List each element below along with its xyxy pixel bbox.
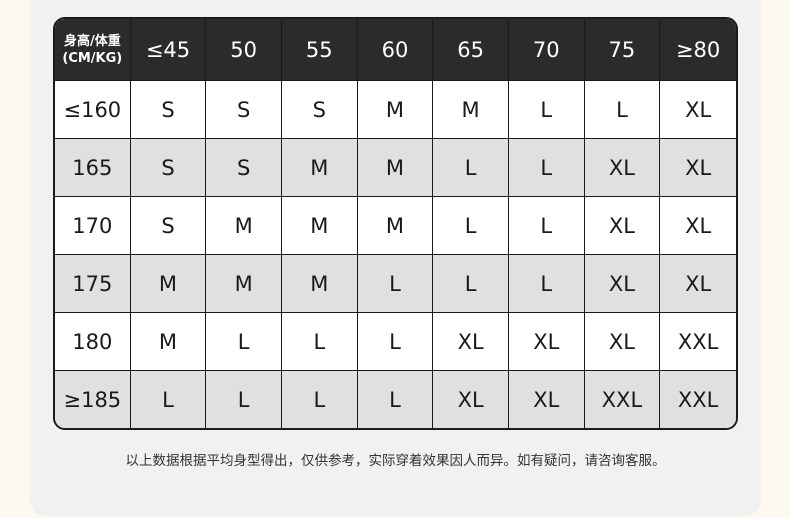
size-cell: M (357, 139, 434, 197)
size-cell: XL (433, 313, 509, 371)
height-cell: 175 (55, 255, 131, 313)
size-cell: XL (584, 139, 661, 197)
size-cell: S (206, 139, 282, 197)
weight-header: 60 (357, 19, 434, 81)
size-cell: L (206, 371, 282, 428)
table-body: ≤160 S S S M M L L XL 165 S S M M L L XL XL 170 S M M M L L XL XL 1… (55, 81, 736, 428)
header-row: 身高/体重 (CM/KG) ≤45 50 55 60 65 70 75 ≥80 (55, 19, 736, 81)
weight-header: ≥80 (660, 19, 736, 81)
size-cell: XL (660, 81, 736, 139)
size-cell: M (130, 313, 207, 371)
size-cell: S (281, 81, 358, 139)
size-cell: L (584, 81, 661, 139)
size-cell: XL (508, 371, 585, 428)
size-cell: L (508, 81, 585, 139)
height-cell: 180 (55, 313, 131, 371)
size-cell: M (281, 139, 358, 197)
size-cell: XL (433, 371, 509, 428)
size-cell: M (281, 197, 358, 255)
height-cell: ≥185 (55, 371, 131, 428)
size-cell: L (130, 371, 207, 428)
size-cell: XL (660, 139, 736, 197)
size-chart-table: 身高/体重 (CM/KG) ≤45 50 55 60 65 70 75 ≥80 ≤160 S S S M… (53, 17, 738, 430)
size-cell: M (433, 81, 509, 139)
size-cell: S (130, 139, 207, 197)
corner-label-line1: 身高/体重 (63, 33, 121, 49)
height-cell: 170 (55, 197, 131, 255)
size-cell: L (281, 371, 358, 428)
size-cell: XL (508, 313, 585, 371)
size-cell: XXL (660, 313, 736, 371)
height-cell: ≤160 (55, 81, 131, 139)
size-cell: M (130, 255, 207, 313)
size-cell: L (357, 255, 434, 313)
size-cell: XXL (584, 371, 661, 428)
weight-header: ≤45 (130, 19, 207, 81)
size-cell: S (130, 197, 207, 255)
size-cell: L (433, 255, 509, 313)
size-cell: XXL (660, 371, 736, 428)
corner-header: 身高/体重 (CM/KG) (55, 19, 131, 81)
size-cell: XL (584, 255, 661, 313)
size-cell: M (357, 81, 434, 139)
size-cell: L (433, 139, 509, 197)
size-cell: L (508, 139, 585, 197)
size-cell: L (281, 313, 358, 371)
size-cell: XL (660, 197, 736, 255)
size-cell: L (508, 197, 585, 255)
weight-header: 70 (508, 19, 585, 81)
weight-header: 75 (584, 19, 661, 81)
table-row: 180 M L L L XL XL XL XXL (55, 313, 736, 371)
weight-header: 50 (206, 19, 282, 81)
size-cell: L (357, 313, 434, 371)
size-cell: M (281, 255, 358, 313)
size-cell: S (130, 81, 207, 139)
table-row: 170 S M M M L L XL XL (55, 197, 736, 255)
size-cell: XL (584, 197, 661, 255)
corner-label-line2: (CM/KG) (62, 50, 123, 66)
size-cell: M (206, 255, 282, 313)
size-cell: M (357, 197, 434, 255)
table-row: ≥185 L L L L XL XL XXL XXL (55, 371, 736, 428)
footnote: 以上数据根据平均身型得出，仅供参考，实际穿着效果因人而异。如有疑问，请咨询客服。 (125, 453, 666, 469)
size-cell: XL (584, 313, 661, 371)
table-row: 165 S S M M L L XL XL (55, 139, 736, 197)
size-cell: S (206, 81, 282, 139)
height-cell: 165 (55, 139, 131, 197)
size-cell: L (508, 255, 585, 313)
size-cell: L (357, 371, 434, 428)
table-row: 175 M M M L L L XL XL (55, 255, 736, 313)
weight-header: 65 (433, 19, 509, 81)
size-cell: M (206, 197, 282, 255)
weight-header: 55 (281, 19, 358, 81)
size-cell: XL (660, 255, 736, 313)
table-row: ≤160 S S S M M L L XL (55, 81, 736, 139)
size-cell: L (433, 197, 509, 255)
size-cell: L (206, 313, 282, 371)
